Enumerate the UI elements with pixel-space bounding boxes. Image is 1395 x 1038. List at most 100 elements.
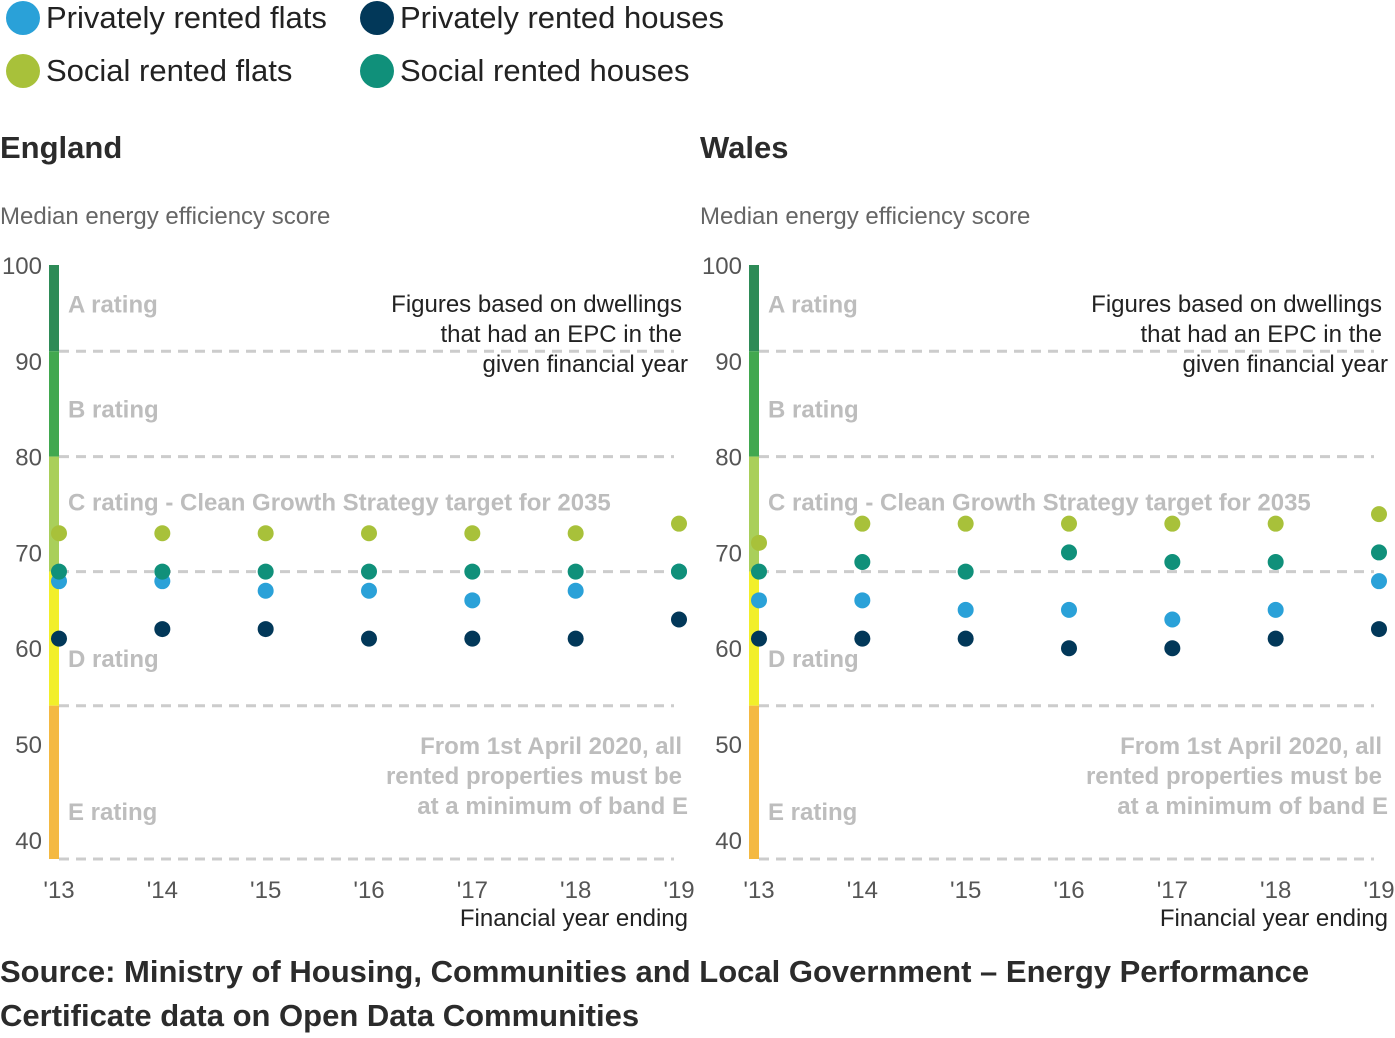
rating-band-bar	[49, 456, 59, 572]
data-point	[1267, 630, 1284, 647]
legend-circle-icon	[6, 1, 40, 35]
data-point	[1267, 601, 1284, 618]
annotation-policy-line: From 1st April 2020, all	[420, 733, 682, 760]
legend-label: Privately rented houses	[400, 0, 724, 35]
data-point	[854, 515, 871, 532]
data-point	[361, 630, 377, 647]
annotation-policy-line: rented properties must be	[1086, 763, 1382, 790]
x-tick-label: '17	[1157, 877, 1188, 904]
rating-band-label: B rating	[768, 397, 859, 424]
rating-band-label: D rating	[768, 646, 859, 673]
y-tick-label: 100	[2, 253, 42, 280]
data-point	[751, 534, 767, 551]
data-point	[957, 515, 974, 532]
data-point	[257, 582, 274, 599]
data-point	[671, 611, 687, 628]
data-point	[1061, 601, 1077, 618]
data-point	[751, 592, 767, 609]
y-tick-label: 100	[702, 253, 742, 280]
data-point	[751, 630, 767, 647]
legend-item-privately-rented-houses: Privately rented houses	[360, 0, 724, 36]
y-tick-label: 50	[15, 732, 42, 759]
annotation-note-line: given financial year	[483, 351, 688, 378]
data-point	[671, 515, 687, 532]
data-point	[51, 563, 67, 580]
data-point	[1371, 544, 1387, 561]
x-tick-label: '15	[950, 877, 981, 904]
rating-band-label: C rating - Clean Growth Strategy target …	[68, 490, 611, 517]
y-tick-label: 90	[15, 349, 42, 376]
annotation-note-line: Figures based on dwellings	[1091, 291, 1382, 318]
annotation-policy-line: From 1st April 2020, all	[1120, 733, 1382, 760]
y-tick-label: 90	[715, 349, 742, 376]
y-tick-label: 70	[15, 540, 42, 567]
rating-band-bar	[749, 265, 759, 352]
data-point	[854, 630, 871, 647]
data-point	[1164, 611, 1181, 628]
data-point	[154, 621, 171, 638]
charts-canvas: England Median energy efficiency score A r…	[0, 130, 1395, 932]
x-tick-label: '13	[43, 877, 74, 904]
y-axis-label: Median energy efficiency score	[0, 203, 330, 230]
x-tick-label: '18	[560, 877, 591, 904]
annotation-policy-line: at a minimum of band E	[417, 793, 688, 820]
rating-band-bar	[749, 456, 759, 572]
panel-title: Wales	[700, 130, 788, 165]
data-point	[257, 563, 274, 580]
data-point	[51, 630, 67, 647]
x-axis-label: Financial year ending	[1160, 905, 1388, 932]
data-point	[361, 563, 377, 580]
source-note: Source: Ministry of Housing, Communities…	[0, 954, 1310, 1033]
legend-item-social-rented-flats: Social rented flats	[6, 53, 292, 89]
x-tick-label: '14	[147, 877, 178, 904]
data-point	[567, 525, 584, 542]
legend-circle-icon	[360, 1, 394, 35]
data-point	[1267, 515, 1284, 532]
legend-item-privately-rented-flats: Privately rented flats	[6, 0, 327, 36]
data-point	[1371, 573, 1387, 590]
rating-band-bar	[49, 351, 59, 457]
data-point	[1267, 554, 1284, 570]
data-point	[1061, 544, 1077, 561]
data-point	[257, 621, 274, 638]
x-tick-label: '18	[1260, 877, 1291, 904]
data-point	[464, 630, 481, 647]
data-point	[854, 554, 871, 570]
data-point	[1371, 621, 1387, 638]
data-point	[1164, 515, 1181, 532]
data-point	[257, 525, 274, 542]
data-point	[1061, 640, 1077, 657]
x-tick-label: '17	[457, 877, 488, 904]
y-tick-label: 80	[15, 445, 42, 472]
panel-title: England	[0, 130, 122, 165]
data-point	[464, 525, 481, 542]
y-tick-label: 80	[715, 445, 742, 472]
rating-band-label: E rating	[68, 799, 157, 826]
data-point	[1164, 640, 1181, 657]
x-axis-label: Financial year ending	[460, 905, 688, 932]
x-tick-label: '15	[250, 877, 281, 904]
rating-band-label: D rating	[68, 646, 159, 673]
rating-band-bar	[49, 265, 59, 352]
legend-label: Social rented houses	[400, 53, 690, 88]
y-tick-label: 40	[715, 828, 742, 855]
data-point	[957, 630, 974, 647]
y-tick-label: 60	[715, 636, 742, 663]
annotation-note-line: that had an EPC in the	[441, 321, 683, 348]
legend-label: Privately rented flats	[46, 0, 327, 35]
rating-band-label: B rating	[68, 397, 159, 424]
annotation-note-line: that had an EPC in the	[1141, 321, 1383, 348]
data-point	[1164, 554, 1181, 570]
y-tick-label: 70	[715, 540, 742, 567]
data-point	[464, 563, 481, 580]
chart-legend: Privately rented flats Privately rented …	[6, 0, 766, 100]
rating-band-label: A rating	[768, 291, 858, 318]
rating-band-bar	[49, 705, 59, 859]
data-point	[51, 525, 67, 542]
rating-band-label: A rating	[68, 291, 158, 318]
rating-band-label: C rating - Clean Growth Strategy target …	[768, 490, 1311, 517]
rating-band-bar	[749, 705, 759, 859]
legend-item-social-rented-houses: Social rented houses	[360, 53, 690, 89]
data-point	[154, 563, 171, 580]
legend-label: Social rented flats	[46, 53, 293, 88]
